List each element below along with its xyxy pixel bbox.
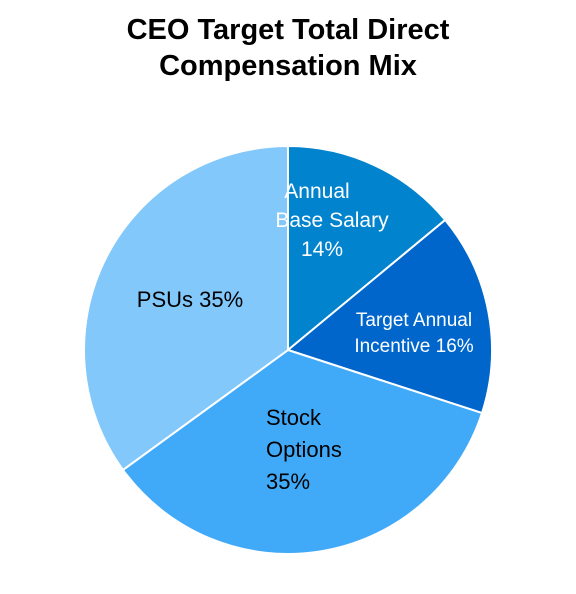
- pie-slice-1: [285, 218, 493, 415]
- slice-label-2-line-0: Stock: [266, 405, 322, 430]
- slice-label-2-line-2: 35%: [266, 469, 310, 494]
- pie-slice-2: [121, 348, 484, 555]
- chart-title: CEO Target Total Direct Compensation Mix: [0, 12, 576, 84]
- slice-label-2: Stock Options 35%: [266, 405, 342, 494]
- slice-label-1-line-1: Incentive 16%: [354, 336, 473, 357]
- pie-slice-0: [287, 144, 447, 353]
- slice-label-3-line-0: PSUs 35%: [137, 287, 243, 312]
- slice-label-0-line-1: Base Salary: [275, 209, 389, 232]
- slice-label-0-line-2: 14%: [301, 238, 343, 261]
- slice-label-1: Target Annual Incentive 16%: [354, 310, 473, 357]
- chart-title-line-2: Compensation Mix: [159, 50, 417, 82]
- slice-label-3: PSUs 35%: [137, 287, 243, 312]
- slice-label-2-line-1: Options: [266, 437, 342, 462]
- pie-slice-3: [83, 144, 289, 472]
- slice-label-0: Annual Base Salary 14%: [275, 180, 389, 261]
- slice-label-0-line-0: Annual: [284, 180, 349, 203]
- slice-label-1-line-0: Target Annual: [356, 310, 472, 331]
- chart-title-line-1: CEO Target Total Direct: [126, 14, 450, 46]
